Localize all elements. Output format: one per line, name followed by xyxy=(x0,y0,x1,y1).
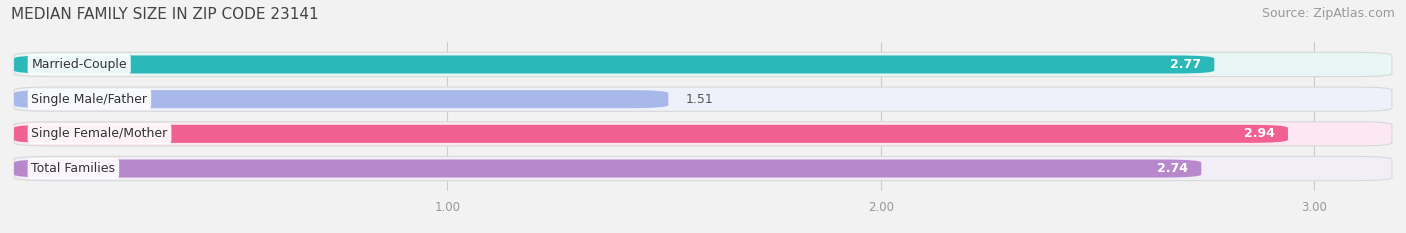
Text: Single Female/Mother: Single Female/Mother xyxy=(31,127,167,140)
Text: Source: ZipAtlas.com: Source: ZipAtlas.com xyxy=(1261,7,1395,20)
Text: 2.94: 2.94 xyxy=(1244,127,1275,140)
FancyBboxPatch shape xyxy=(14,125,1288,143)
FancyBboxPatch shape xyxy=(14,87,1392,111)
Text: 2.77: 2.77 xyxy=(1170,58,1201,71)
FancyBboxPatch shape xyxy=(14,90,668,108)
Text: Single Male/Father: Single Male/Father xyxy=(31,93,148,106)
FancyBboxPatch shape xyxy=(14,55,1215,73)
Text: MEDIAN FAMILY SIZE IN ZIP CODE 23141: MEDIAN FAMILY SIZE IN ZIP CODE 23141 xyxy=(11,7,319,22)
FancyBboxPatch shape xyxy=(14,160,1201,178)
Text: Married-Couple: Married-Couple xyxy=(31,58,127,71)
Text: 2.74: 2.74 xyxy=(1157,162,1188,175)
Text: 1.51: 1.51 xyxy=(686,93,713,106)
FancyBboxPatch shape xyxy=(14,156,1392,181)
Text: Total Families: Total Families xyxy=(31,162,115,175)
FancyBboxPatch shape xyxy=(14,52,1392,77)
FancyBboxPatch shape xyxy=(14,122,1392,146)
